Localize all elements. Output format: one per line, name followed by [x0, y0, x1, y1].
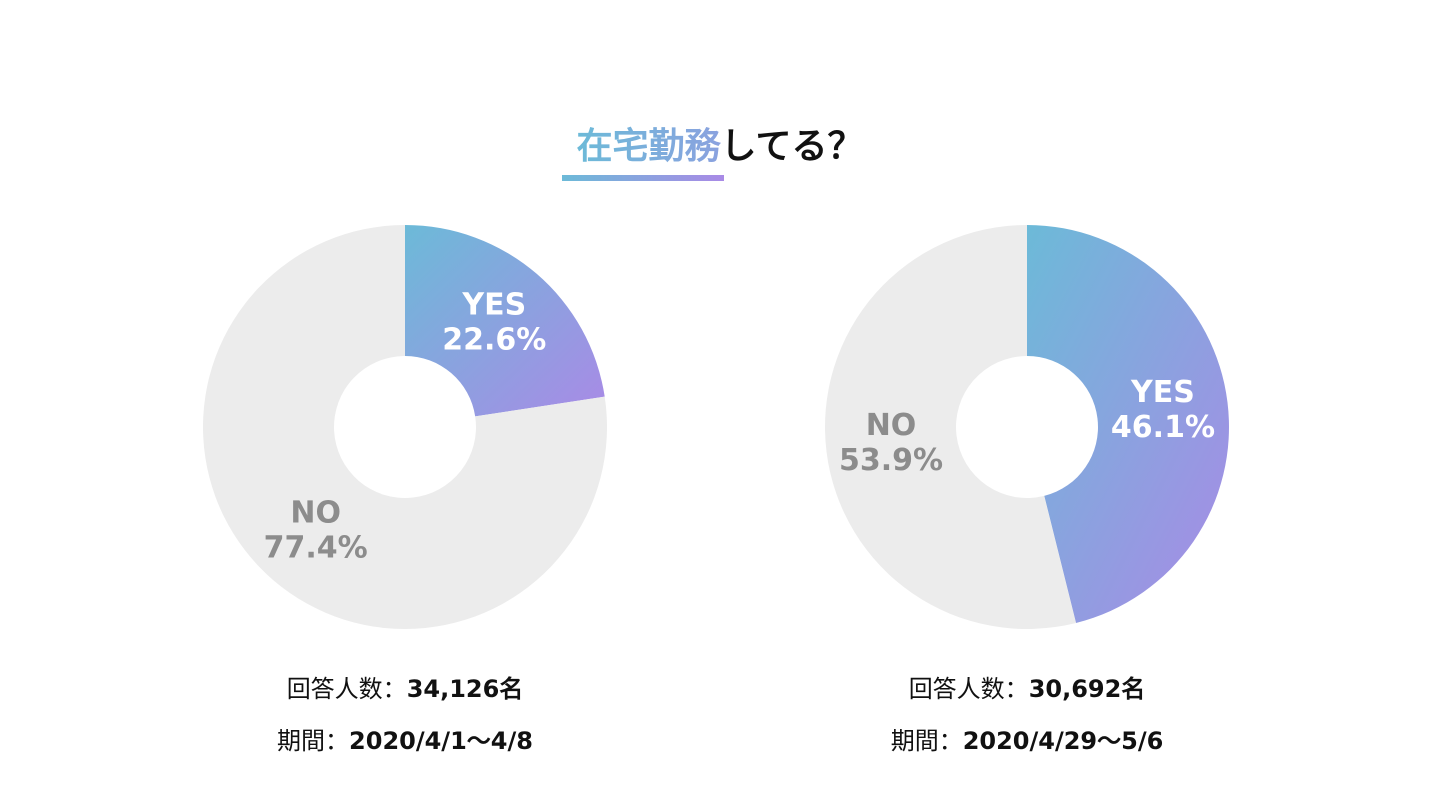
- donut-slice: [824, 225, 1077, 629]
- period-line: 期間：2020/4/1～4/8: [277, 727, 533, 755]
- period-label: 期間：: [277, 727, 349, 755]
- slice-value-label: 46.1%: [1111, 410, 1215, 445]
- title-rest: してる？: [721, 126, 864, 167]
- respondents-value: 34,126名: [407, 675, 524, 703]
- period-value: 2020/4/1～4/8: [349, 727, 533, 755]
- title: 在宅勤務してる？: [577, 125, 864, 167]
- period-line: 期間：2020/4/29～5/6: [891, 727, 1164, 755]
- slice-category: YES: [461, 288, 526, 323]
- donut-slice: [202, 225, 608, 630]
- respondents-line: 回答人数：30,692名: [909, 675, 1146, 703]
- slice-category: NO: [290, 495, 341, 530]
- slice-category: YES: [1130, 375, 1195, 410]
- slice-value-label: 53.9%: [839, 443, 943, 478]
- respondents-value: 30,692名: [1029, 675, 1146, 703]
- donut-slice: [405, 225, 605, 417]
- title-highlight: 在宅勤務: [577, 125, 722, 167]
- title-underline: [562, 175, 724, 181]
- slice-value-label: 22.6%: [442, 323, 546, 358]
- slice-value-label: 77.4%: [264, 530, 368, 565]
- respondents-line: 回答人数：34,126名: [287, 675, 524, 703]
- period-label: 期間：: [891, 727, 963, 755]
- period-value: 2020/4/29～5/6: [963, 727, 1164, 755]
- respondents-label: 回答人数：: [909, 675, 1029, 703]
- slice-category: NO: [866, 408, 917, 443]
- donut-slice: [1027, 225, 1229, 623]
- respondents-label: 回答人数：: [287, 675, 407, 703]
